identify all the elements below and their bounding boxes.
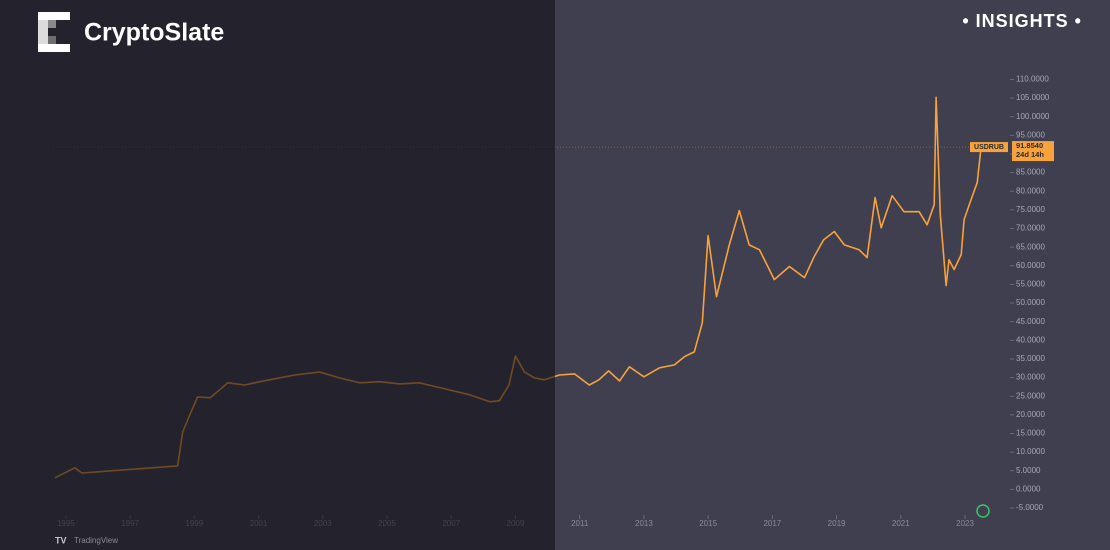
x-tick-label: 2011	[571, 519, 589, 528]
y-tick-label: 95.0000	[1016, 130, 1045, 139]
y-tick-label: 60.0000	[1016, 261, 1045, 270]
y-tick-label: 45.0000	[1016, 317, 1045, 326]
y-tick-label: 100.0000	[1016, 112, 1050, 121]
y-tick-label: 25.0000	[1016, 391, 1045, 400]
shade	[0, 0, 555, 550]
watermark-icon: TV	[55, 535, 67, 545]
logo	[38, 12, 70, 52]
x-tick-label: 2013	[635, 519, 653, 528]
y-tick-label: 80.0000	[1016, 186, 1045, 195]
x-tick-label: 2019	[828, 519, 846, 528]
x-tick-label: 2015	[699, 519, 717, 528]
watermark: TradingView	[74, 536, 118, 545]
x-tick-label: 2023	[956, 519, 974, 528]
y-tick-label: 35.0000	[1016, 354, 1045, 363]
y-tick-label: 85.0000	[1016, 168, 1045, 177]
price-tag	[1012, 141, 1054, 162]
y-tick-label: 55.0000	[1016, 280, 1045, 289]
y-tick-label: 0.0000	[1016, 484, 1041, 493]
y-tick-label: 10.0000	[1016, 447, 1045, 456]
x-tick-label: 2017	[763, 519, 781, 528]
y-tick-label: 30.0000	[1016, 373, 1045, 382]
price-label: 91.8540	[1016, 141, 1043, 150]
y-tick-label: 110.0000	[1016, 75, 1049, 84]
x-tick-label: 2021	[892, 519, 910, 528]
brand: CryptoSlate	[84, 19, 224, 47]
symbol-tag	[970, 142, 1008, 153]
y-tick-label: 15.0000	[1016, 429, 1045, 438]
y-tick-label: 75.0000	[1016, 205, 1045, 214]
badge: • INSIGHTS •	[962, 11, 1082, 31]
y-tick-label: 70.0000	[1016, 224, 1045, 233]
y-tick-label: 65.0000	[1016, 242, 1045, 251]
y-tick-label: 105.0000	[1016, 93, 1050, 102]
settings-icon	[976, 504, 990, 518]
y-tick-label: 50.0000	[1016, 298, 1045, 307]
y-tick-label: 40.0000	[1016, 335, 1045, 344]
countdown-label: 24d 14h	[1016, 150, 1044, 159]
y-tick-label: 20.0000	[1016, 410, 1045, 419]
y-tick-label: 5.0000	[1016, 466, 1041, 475]
y-tick-label: -5.0000	[1016, 503, 1044, 512]
symbol-label: USDRUB	[974, 144, 1004, 151]
